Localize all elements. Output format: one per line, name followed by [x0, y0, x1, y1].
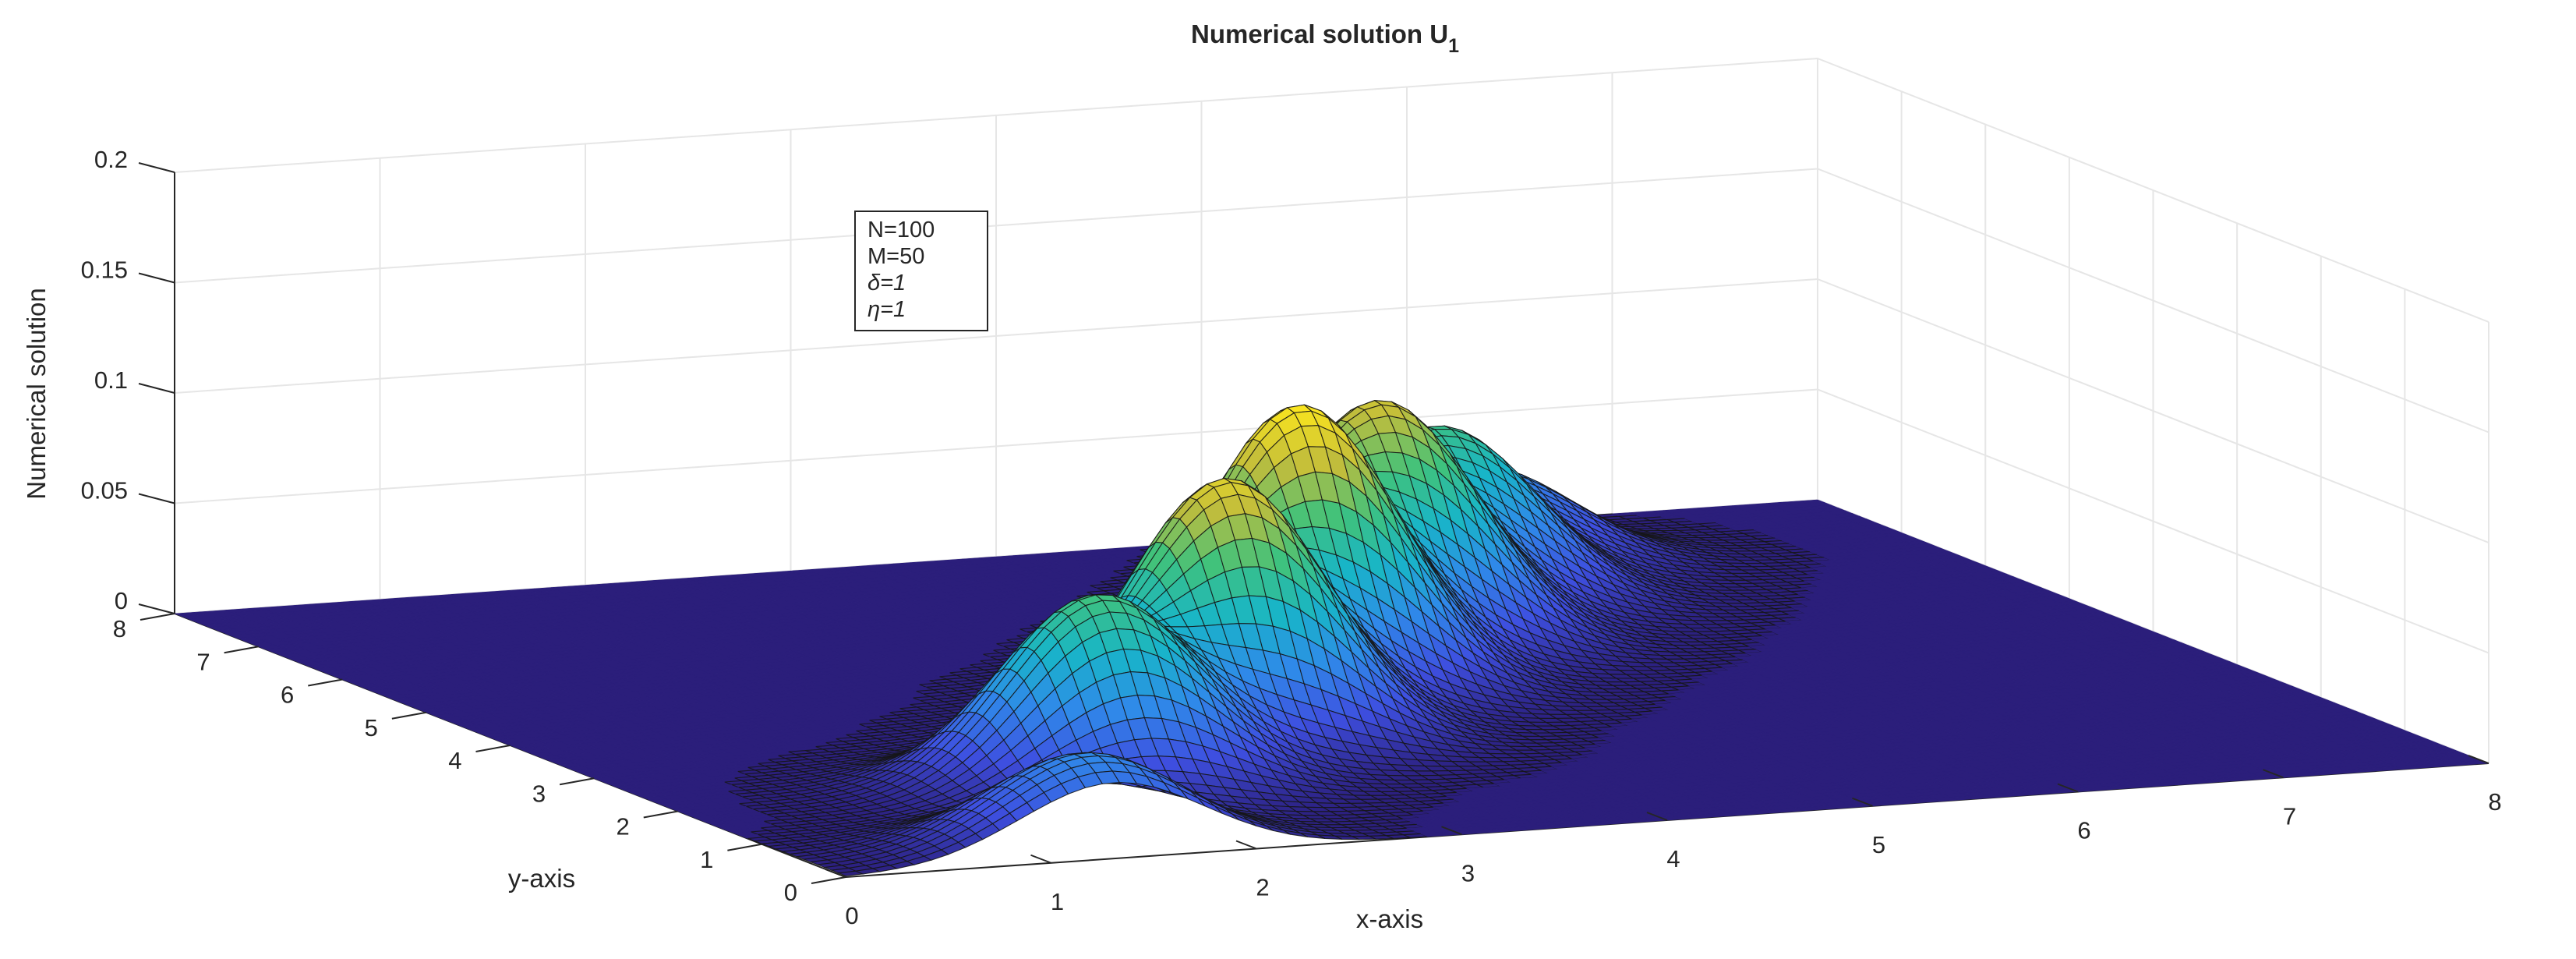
- gridline-wall-z: [175, 169, 2489, 433]
- gridline-wall-z: [175, 58, 2489, 322]
- surface-layer: [175, 401, 2489, 876]
